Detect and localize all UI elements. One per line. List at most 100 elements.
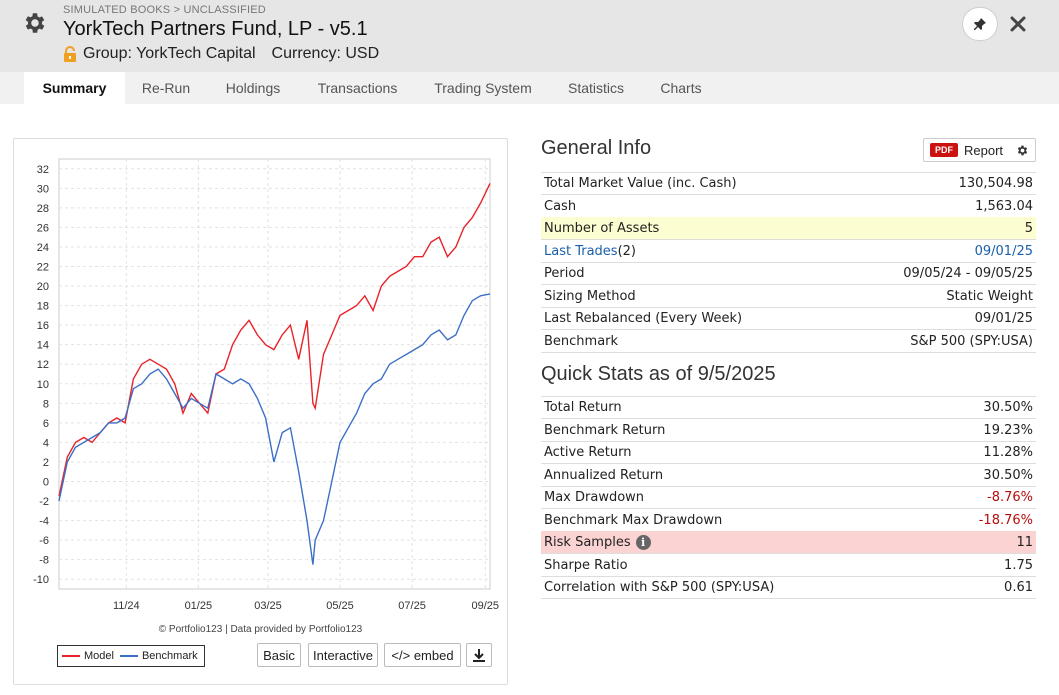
gear-icon[interactable] <box>22 10 48 36</box>
tab-bar: Summary Re-Run Holdings Transactions Tra… <box>0 72 1059 104</box>
legend-item-benchmark[interactable]: Benchmark <box>119 650 198 662</box>
y-tick-label: 14 <box>37 340 49 352</box>
table-row: Benchmark S&P 500 (SPY:USA) <box>541 330 1036 353</box>
quick-stats-title: Quick Stats as of 9/5/2025 <box>541 363 776 385</box>
y-tick-label: 18 <box>37 301 49 313</box>
row-label: Benchmark <box>544 333 619 349</box>
chart-credit: © Portfolio123 | Data provided by Portfo… <box>158 624 363 635</box>
download-button[interactable] <box>466 643 492 667</box>
basic-button[interactable]: Basic <box>257 643 301 667</box>
tab-re-run[interactable]: Re-Run <box>141 80 191 96</box>
row-label: Max Drawdown <box>544 489 645 505</box>
row-label: Sizing Method <box>544 288 636 304</box>
lock-icon <box>64 46 76 62</box>
page-title: YorkTech Partners Fund, LP - v5.1 <box>63 18 368 40</box>
row-value: 19.23% <box>983 422 1033 438</box>
y-tick-label: 0 <box>43 477 49 489</box>
report-label: Report <box>964 142 1004 158</box>
tab-trading-system[interactable]: Trading System <box>434 80 532 96</box>
table-row: Total Market Value (inc. Cash) 130,504.9… <box>541 172 1036 195</box>
tab-statistics[interactable]: Statistics <box>567 80 624 96</box>
y-tick-label: 30 <box>37 183 49 195</box>
x-tick-label: 09/25 <box>472 600 500 612</box>
table-row: Benchmark Max Drawdown -18.76% <box>541 509 1036 532</box>
row-label: Cash <box>544 198 577 214</box>
last-trades-count: (2) <box>617 243 636 259</box>
row-value: 130,504.98 <box>958 176 1033 191</box>
row-label: Risk Samples i <box>544 534 651 550</box>
legend-label-model: Model <box>84 650 114 662</box>
performance-chart[interactable]: -10-8-6-4-202468101214161820222426283032… <box>14 139 507 619</box>
y-tick-label: -4 <box>39 516 49 528</box>
legend-swatch-model <box>62 655 80 657</box>
table-row: Period 09/05/24 - 09/05/25 <box>541 262 1036 285</box>
tab-charts[interactable]: Charts <box>660 80 702 96</box>
y-tick-label: 6 <box>43 418 49 430</box>
row-label: Period <box>544 265 585 281</box>
table-row: Last Rebalanced (Every Week) 09/01/25 <box>541 307 1036 330</box>
y-tick-label: -6 <box>39 535 49 547</box>
header-bar: SIMULATED BOOKS > UNCLASSIFIED YorkTech … <box>0 0 1059 72</box>
row-label: Benchmark Max Drawdown <box>544 512 723 528</box>
tab-holdings[interactable]: Holdings <box>225 80 281 96</box>
y-tick-label: 20 <box>37 281 49 293</box>
table-row: Max Drawdown -8.76% <box>541 486 1036 509</box>
chart-panel: -10 -8 -6 -4 -2 0 2 4 6 8 10 12 14 16 18 20 22 24 26 28 30 32… <box>13 138 508 685</box>
last-trades-date-link[interactable]: 09/01/25 <box>974 243 1033 259</box>
y-tick-label: 16 <box>37 320 49 332</box>
row-value: 30.50% <box>983 400 1033 415</box>
gear-icon <box>1017 145 1028 155</box>
pin-button[interactable] <box>962 7 998 41</box>
chart-legend: Model Benchmark <box>57 645 205 667</box>
y-tick-label: 10 <box>37 379 49 391</box>
legend-item-model[interactable]: Model <box>62 650 114 662</box>
report-button[interactable]: PDF Report <box>923 138 1011 162</box>
plot-area <box>58 158 491 590</box>
tab-summary[interactable]: Summary <box>24 72 125 104</box>
table-row: Total Return 30.50% <box>541 396 1036 419</box>
last-trades-link[interactable]: Last Trades <box>544 243 618 259</box>
table-row: Benchmark Return 19.23% <box>541 419 1036 442</box>
y-tick-label: 28 <box>37 203 49 215</box>
interactive-button[interactable]: Interactive <box>308 643 378 667</box>
y-tick-label: 2 <box>43 457 49 469</box>
y-tick-label: 4 <box>43 437 49 449</box>
row-label: Annualized Return <box>544 467 664 483</box>
row-value: 11.28% <box>983 444 1033 460</box>
breadcrumb[interactable]: SIMULATED BOOKS > UNCLASSIFIED <box>63 4 266 16</box>
row-label: Total Market Value (inc. Cash) <box>544 176 737 191</box>
row-value: 09/01/25 <box>974 310 1033 326</box>
embed-button[interactable]: </> embed <box>384 643 461 667</box>
table-row: Sharpe Ratio 1.75 <box>541 554 1036 577</box>
info-icon[interactable]: i <box>635 534 651 550</box>
row-value: 09/05/24 - 09/05/25 <box>903 265 1033 281</box>
row-label: Active Return <box>544 444 632 460</box>
close-button[interactable] <box>1006 12 1030 36</box>
pin-icon <box>974 18 986 30</box>
risk-samples-label: Risk Samples <box>544 534 631 550</box>
row-value: -8.76% <box>987 489 1033 505</box>
y-tick-label: 12 <box>37 359 49 371</box>
y-tick-label: 26 <box>37 222 49 234</box>
y-tick-label: 32 <box>37 164 49 176</box>
legend-swatch-benchmark <box>119 655 138 657</box>
x-tick-label: 05/25 <box>326 600 354 612</box>
table-row: Risk Samples i 11 <box>541 531 1036 554</box>
row-label: Total Return <box>544 400 622 415</box>
group-label: Group: YorkTech Capital <box>83 45 256 62</box>
y-tick-label: 8 <box>43 398 49 410</box>
table-row: Annualized Return 30.50% <box>541 464 1036 487</box>
report-settings-button[interactable] <box>1010 138 1036 162</box>
row-label: Sharpe Ratio <box>544 557 628 573</box>
row-value: 1,563.04 <box>975 198 1033 214</box>
subtitle-line: Group: YorkTech Capital Currency: USD <box>63 45 379 63</box>
tab-transactions[interactable]: Transactions <box>317 80 398 96</box>
table-row: Cash 1,563.04 <box>541 195 1036 218</box>
table-row: Sizing Method Static Weight <box>541 285 1036 308</box>
row-label: Last Rebalanced (Every Week) <box>544 310 743 326</box>
row-value: -18.76% <box>978 512 1033 528</box>
row-value: Static Weight <box>946 288 1033 304</box>
row-value: 5 <box>1024 220 1033 236</box>
row-label: Last Trades (2) <box>544 244 636 259</box>
y-tick-label: 24 <box>37 242 49 254</box>
